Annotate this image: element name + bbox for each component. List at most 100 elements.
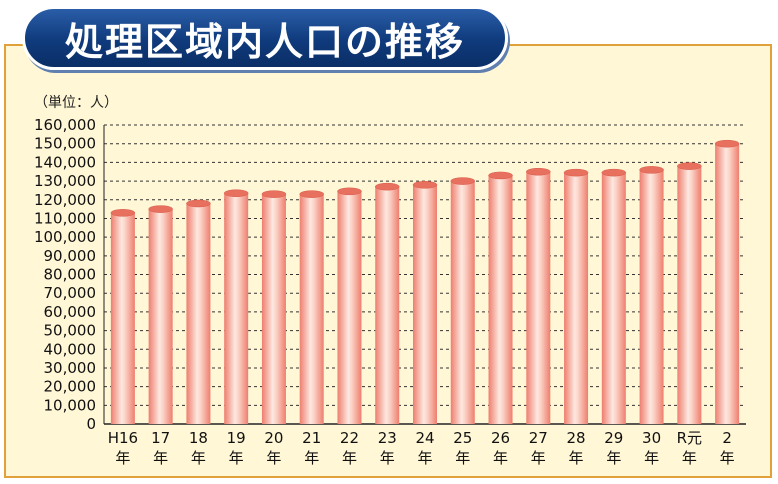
bar-body: [715, 143, 740, 424]
bar-body: [224, 193, 249, 424]
x-tick-label: 20: [264, 429, 283, 447]
bar: [299, 190, 324, 424]
x-tick-label: 23: [378, 429, 397, 447]
x-tick-label-suffix: 年: [304, 449, 319, 467]
x-tick-label-suffix: 年: [531, 449, 546, 467]
bars: [110, 139, 740, 425]
bar-top-cap: [186, 199, 211, 208]
y-tick-label: 10,000: [44, 396, 97, 414]
x-tick-label: 2: [722, 429, 732, 447]
unit-label: （単位：人）: [34, 95, 118, 111]
x-tick-label-suffix: 年: [455, 449, 470, 467]
bar-body: [337, 191, 362, 424]
bar-top-cap: [412, 181, 438, 189]
x-tick-label-suffix: 年: [153, 449, 168, 467]
bar-top-cap: [299, 190, 324, 198]
y-axis: 160,000150,000140,000130,000120,000110,0…: [34, 116, 746, 433]
gridlines: [104, 124, 746, 406]
bar: [261, 190, 287, 424]
y-tick-label: 150,000: [34, 135, 96, 153]
chart-title: 処理区域内人口の推移: [64, 19, 465, 64]
x-tick-label: 22: [340, 429, 359, 447]
bar: [563, 168, 589, 424]
x-tick-label: 26: [491, 429, 510, 447]
bar-top-cap: [337, 187, 362, 196]
bar: [714, 139, 740, 424]
bar-top-cap: [639, 166, 664, 174]
bar-top-cap: [601, 168, 627, 177]
bar-body: [261, 194, 286, 424]
y-tick-label: 70,000: [44, 284, 97, 302]
bar: [337, 187, 362, 424]
x-tick-label-suffix: 年: [266, 449, 281, 467]
bar-body: [413, 184, 437, 424]
y-tick-label: 40,000: [44, 340, 97, 358]
x-tick-label: 28: [567, 429, 586, 447]
x-axis-labels: H16 年 17 年 18 年 19 年 20 年 21 年 22 年 23 年 24 年 25 年 26 年 27 年 28 年…: [108, 429, 735, 467]
x-tick-label: R元: [677, 429, 702, 447]
y-tick-label: 140,000: [34, 153, 96, 171]
bar: [450, 177, 476, 424]
bar: [374, 182, 400, 424]
x-tick-label-suffix: 年: [342, 449, 357, 467]
bar-top-cap: [488, 171, 513, 180]
y-tick-label: 160,000: [34, 116, 96, 134]
bar: [601, 168, 627, 424]
x-tick-label-suffix: 年: [229, 449, 244, 467]
x-tick-label-suffix: 年: [115, 449, 130, 467]
x-tick-label: 29: [604, 429, 623, 447]
y-tick-label: 0: [86, 415, 96, 433]
bar-top-cap: [223, 189, 249, 197]
y-tick-label: 100,000: [34, 228, 96, 246]
bar-body: [564, 172, 589, 424]
bar: [526, 167, 551, 424]
y-tick-label: 50,000: [44, 322, 97, 340]
bar-body: [601, 172, 626, 424]
bar-body: [677, 166, 702, 425]
y-tick-label: 110,000: [34, 209, 96, 227]
bar-body: [639, 169, 664, 424]
x-tick-label-suffix: 年: [644, 449, 659, 467]
x-tick-label-suffix: 年: [682, 449, 697, 467]
bar-body: [450, 181, 475, 424]
y-tick-label: 80,000: [44, 266, 97, 284]
bar-body: [299, 194, 324, 424]
bar-top-cap: [714, 139, 740, 148]
title-banner: 処理区域内人口の推移: [22, 6, 508, 70]
bar-top-cap: [374, 182, 400, 191]
bar: [488, 171, 513, 424]
x-tick-label: 18: [189, 429, 208, 447]
bar-top-cap: [526, 167, 551, 176]
bar-body: [375, 186, 400, 424]
y-tick-label: 90,000: [44, 247, 97, 265]
x-tick-label-suffix: 年: [569, 449, 584, 467]
x-tick-label-suffix: 年: [493, 449, 508, 467]
x-tick-label: 25: [453, 429, 472, 447]
x-tick-label: H16: [108, 429, 138, 447]
bar-top-cap: [677, 162, 702, 170]
bar: [677, 162, 702, 425]
bar-top-cap: [148, 205, 173, 213]
x-tick-label: 27: [529, 429, 548, 447]
bar-top-cap: [110, 209, 136, 217]
bar-top-cap: [261, 190, 287, 198]
x-tick-label-suffix: 年: [417, 449, 432, 467]
x-tick-label: 19: [227, 429, 246, 447]
x-tick-label: 17: [151, 429, 170, 447]
bar: [110, 209, 136, 424]
y-tick-label: 130,000: [34, 172, 96, 190]
x-tick-label-suffix: 年: [606, 449, 621, 467]
y-tick-label: 30,000: [44, 359, 97, 377]
bar: [223, 189, 249, 424]
bar-body: [186, 203, 211, 424]
bar-top-cap: [450, 177, 476, 185]
x-tick-label-suffix: 年: [380, 449, 395, 467]
y-tick-label: 20,000: [44, 378, 97, 396]
bar: [186, 199, 211, 424]
bar-body: [110, 212, 135, 424]
bar-body: [148, 209, 173, 424]
bar: [148, 205, 173, 424]
y-tick-label: 120,000: [34, 191, 96, 209]
x-tick-label: 21: [302, 429, 321, 447]
